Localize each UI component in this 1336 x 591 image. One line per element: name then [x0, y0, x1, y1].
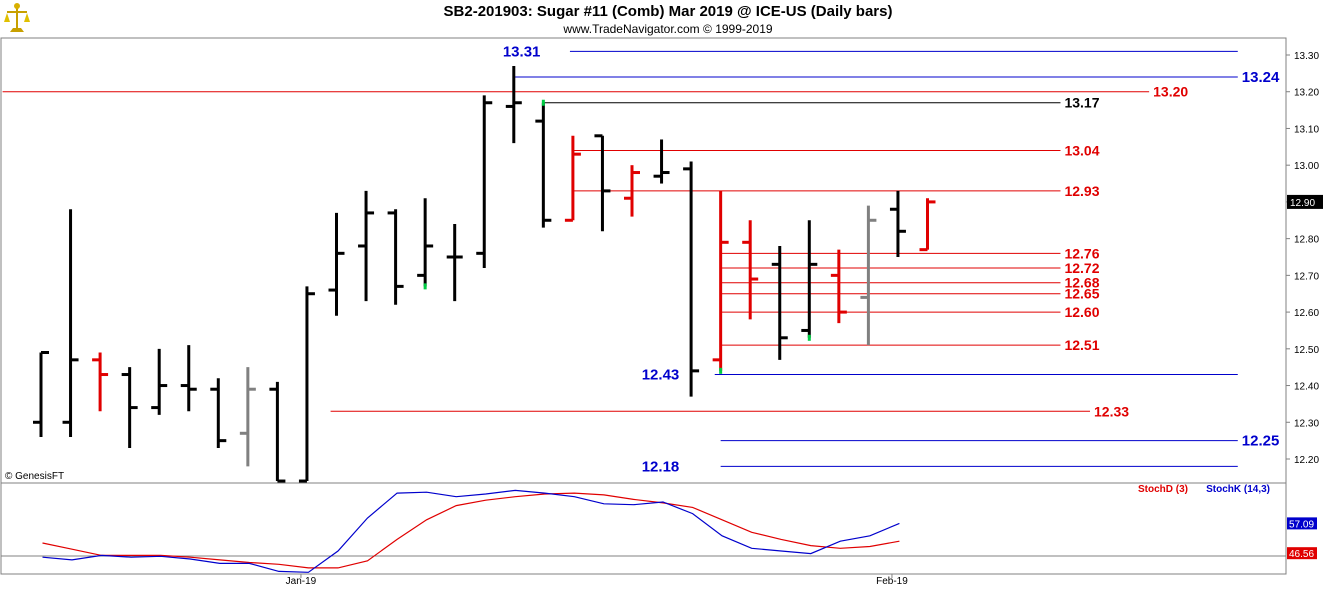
ohlc-bar [33, 350, 49, 437]
level-label: 12.18 [642, 458, 680, 475]
ohlc-bar [446, 223, 463, 302]
level-label: 12.25 [1242, 433, 1280, 450]
price-tick-label: 13.00 [1294, 161, 1319, 172]
stoch-line [42, 492, 900, 569]
level-label: 12.60 [1064, 304, 1099, 320]
ohlc-bar [889, 190, 906, 257]
ohlc-bar [712, 190, 729, 374]
ohlc-bar [742, 220, 759, 320]
last-price-box [1287, 194, 1323, 209]
price-tick-label: 13.30 [1294, 51, 1319, 62]
ohlc-bar [328, 212, 345, 316]
ohlc-bar [476, 95, 493, 269]
price-tick-label: 12.50 [1294, 345, 1319, 356]
bar-marker [719, 367, 723, 374]
ohlc-bar [624, 165, 640, 217]
level-label: 12.76 [1064, 245, 1099, 261]
price-tick-label: 12.60 [1294, 308, 1319, 319]
ohlc-bar [564, 135, 581, 222]
level-label: 13.31 [503, 43, 541, 60]
copyright-label: © GenesisFT [5, 471, 64, 482]
stochd-last-label: 46.56 [1289, 549, 1314, 560]
price-axis: 13.30 13.20 13.10 13.00 12.90 12.80 12.70 12.60… [1286, 51, 1323, 466]
ohlc-bar [387, 209, 404, 305]
ohlc-bar [358, 190, 375, 302]
stochastic-lines: 57.09 46.56 [42, 489, 1317, 573]
bar-marker [807, 334, 811, 341]
stochd-last-box [1287, 547, 1317, 560]
ohlc-bar [860, 205, 877, 346]
price-tick-label: 13.20 [1294, 88, 1319, 99]
legend-stochk: StochK (14,3) [1206, 484, 1270, 495]
stochastic-panel [0, 482, 1287, 575]
level-label: 12.68 [1064, 275, 1099, 291]
ohlc-bar [62, 209, 79, 437]
ohlc-bar [239, 367, 256, 467]
ohlc-bar [417, 198, 434, 290]
stochk-last-box [1287, 517, 1317, 530]
ohlc-bar [653, 139, 670, 184]
bar-marker [541, 99, 545, 106]
time-tick-label: Jan-19 [286, 576, 317, 587]
price-levels: 13.31 13.24 13.20 13.17 13.04 12.93 12.7612.72… [2, 43, 1280, 475]
ohlc-bar [210, 378, 227, 448]
price-tick-label: 12.20 [1294, 455, 1319, 466]
ohlc-bar [92, 352, 109, 412]
ohlc-bar [801, 220, 818, 341]
stoch-legend: StochD (3) StochK (14,3) [1138, 484, 1270, 495]
ohlc-bar [594, 134, 611, 232]
ohlc-bar [771, 245, 788, 360]
bar-marker [423, 283, 427, 290]
chart-header: SB2-201903: Sugar #11 (Comb) Mar 2019 @ … [0, 0, 1336, 38]
scales-logo-icon [4, 3, 30, 32]
level-label: 12.51 [1064, 337, 1099, 353]
chart-title: SB2-201903: Sugar #11 (Comb) Mar 2019 @ … [443, 3, 893, 20]
level-label: 12.33 [1094, 403, 1129, 419]
ohlc-bar [121, 367, 138, 448]
ohlc-bar [180, 345, 197, 412]
ohlc-bar [269, 381, 286, 483]
level-label: 13.17 [1064, 95, 1099, 111]
level-label: 12.43 [642, 367, 680, 384]
ohlc-bar [830, 249, 847, 324]
time-tick-label: Feb-19 [876, 576, 908, 587]
time-axis: Jan-19 Feb-19 [286, 574, 908, 587]
stochk-last-label: 57.09 [1289, 519, 1314, 530]
level-label: 12.72 [1064, 260, 1099, 276]
level-label: 12.65 [1064, 286, 1099, 302]
price-tick-label: 13.10 [1294, 124, 1319, 135]
ohlc-bar [535, 99, 552, 228]
ohlc-bar [919, 198, 936, 252]
level-label: 13.04 [1064, 142, 1099, 158]
price-panel [0, 37, 1287, 484]
ohlc-bars [33, 66, 936, 483]
legend-stochd: StochD (3) [1138, 484, 1188, 495]
stoch-line [42, 489, 900, 573]
last-price-label: 12.90 [1290, 198, 1315, 209]
chart-subtitle: www.TradeNavigator.com © 1999-2019 [563, 22, 773, 36]
ohlc-bar [505, 66, 522, 144]
price-tick-label: 12.40 [1294, 382, 1319, 393]
ohlc-bar [298, 286, 315, 483]
price-tick-label: 12.70 [1294, 271, 1319, 282]
level-label: 13.20 [1153, 84, 1188, 100]
level-label: 12.93 [1064, 183, 1099, 199]
price-tick-label: 12.80 [1294, 235, 1319, 246]
ohlc-bar [683, 161, 700, 397]
ohlc-bar [151, 348, 168, 415]
level-label: 13.24 [1242, 69, 1280, 86]
price-tick-label: 12.30 [1294, 418, 1319, 429]
